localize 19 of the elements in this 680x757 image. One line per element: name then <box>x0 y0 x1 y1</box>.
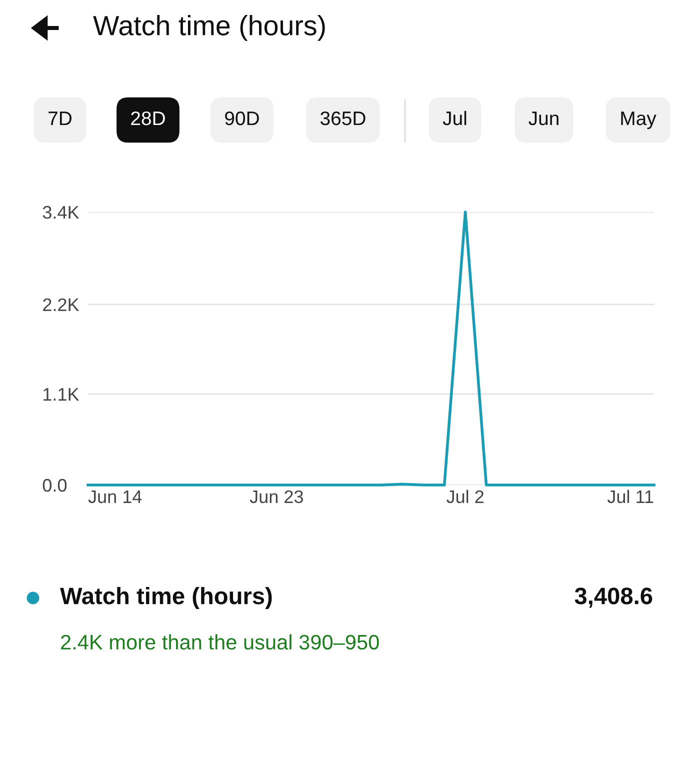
chart-title: Watch time (hours) <box>93 15 325 41</box>
x-tick-label: Jun 23 <box>250 490 303 504</box>
text: 90D <box>225 111 259 126</box>
y-tick-label: 1.1K <box>44 388 80 401</box>
y-tick-label: 2.2K <box>43 298 80 311</box>
text: 2.4K more than the usual 390–950 <box>61 634 379 650</box>
text: Jul <box>442 110 466 126</box>
text: 28D <box>131 111 165 126</box>
text: May <box>621 112 656 130</box>
y-tick-label: 3.4K <box>42 206 80 219</box>
x-tick-label: Jul 11 <box>607 490 654 504</box>
legend-label: Watch time (hours) <box>60 586 272 610</box>
x-tick-label: Jun 14 <box>88 490 142 504</box>
text: 7D <box>48 112 72 126</box>
x-tick-label: Jul 2 <box>446 490 484 504</box>
text: 3,408.6 <box>574 588 652 608</box>
y-tick-label: 0.0 <box>42 478 67 492</box>
text: 365D <box>320 111 366 126</box>
text: Jun <box>528 112 558 126</box>
